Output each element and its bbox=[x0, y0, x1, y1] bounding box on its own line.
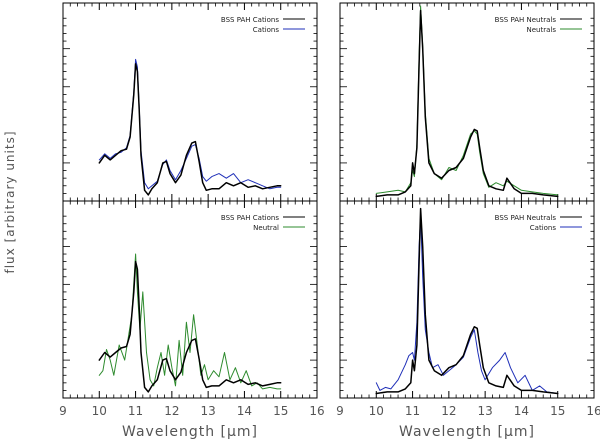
x-tick-label: 11 bbox=[405, 404, 420, 418]
x-tick-label: 13 bbox=[201, 404, 216, 418]
x-tick-label: 12 bbox=[441, 404, 456, 418]
legend-label-1: Cations bbox=[530, 224, 557, 232]
x-tick-label: 16 bbox=[309, 404, 324, 418]
legend-label-1: Cations bbox=[253, 26, 280, 34]
x-axis-label-left: Wavelength [μm] bbox=[122, 424, 258, 440]
x-tick-label: 12 bbox=[164, 404, 179, 418]
series-line-0 bbox=[98, 63, 282, 196]
x-tick-label: 14 bbox=[514, 404, 529, 418]
x-tick-label: 9 bbox=[59, 404, 67, 418]
series-line-0 bbox=[98, 260, 282, 393]
legend-label-0: BSS PAH Cations bbox=[221, 214, 279, 222]
legend: BSS PAH Neutrals Neutrals bbox=[495, 16, 582, 34]
x-tick-label: 16 bbox=[586, 404, 600, 418]
series-line-1 bbox=[98, 253, 282, 390]
legend-label-0: BSS PAH Neutrals bbox=[495, 214, 557, 222]
x-tick-label: 10 bbox=[369, 404, 384, 418]
y-axis-label: flux [arbitrary units] bbox=[3, 130, 17, 273]
series-line-0 bbox=[375, 207, 559, 395]
legend: BSS PAH Cations Neutral bbox=[221, 214, 305, 232]
legend-label-1: Neutral bbox=[253, 224, 279, 232]
x-tick-label: 14 bbox=[237, 404, 252, 418]
x-tick-label: 10 bbox=[92, 404, 107, 418]
panel-top-left: BSS PAH Cations Cations bbox=[62, 2, 318, 202]
panel-bottom-left: 9 10 11 12 13 14 15 16 BSS PAH Cations Neutral bbox=[59, 200, 325, 418]
x-tick-label: 15 bbox=[550, 404, 565, 418]
series-line-1 bbox=[375, 5, 559, 196]
legend: BSS PAH Neutrals Cations bbox=[495, 214, 582, 232]
x-tick-label: 15 bbox=[273, 404, 288, 418]
series-line-1 bbox=[98, 58, 282, 190]
legend-label-1: Neutrals bbox=[527, 26, 557, 34]
x-tick-label: 9 bbox=[336, 404, 344, 418]
legend-label-0: BSS PAH Neutrals bbox=[495, 16, 557, 24]
legend: BSS PAH Cations Cations bbox=[221, 16, 305, 34]
panel-top-right: BSS PAH Neutrals Neutrals bbox=[339, 2, 595, 202]
series-line-1 bbox=[375, 215, 559, 394]
panel-bottom-right: 9 10 11 12 13 14 15 16 BSS PAH Neutrals Cations bbox=[336, 200, 600, 418]
x-tick-label: 13 bbox=[478, 404, 493, 418]
x-tick-label: 11 bbox=[128, 404, 143, 418]
x-axis-label-right: Wavelength [μm] bbox=[399, 424, 535, 440]
legend-label-0: BSS PAH Cations bbox=[221, 16, 279, 24]
series-line-0 bbox=[375, 9, 559, 198]
